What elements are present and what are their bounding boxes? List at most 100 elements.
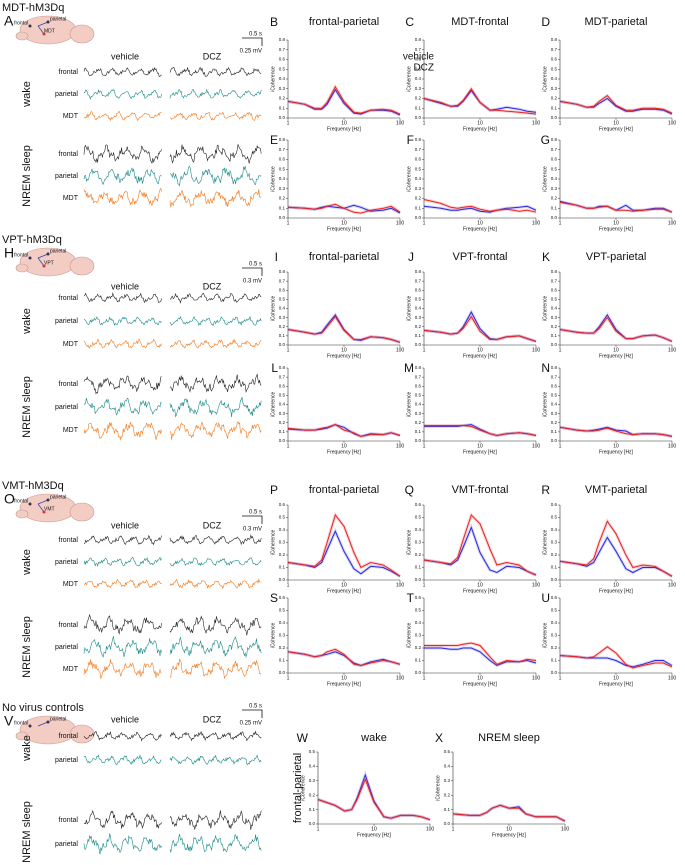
x-tick-label: 100 [532, 120, 541, 126]
channel-label: parietal [55, 841, 78, 848]
eeg-trace [169, 810, 262, 830]
y-tick-label: 0.4 [415, 76, 422, 81]
x-tick-label: 1 [287, 582, 290, 588]
y-tick-label: 0.7 [415, 278, 422, 283]
brain-label: frontal [14, 252, 28, 258]
y-tick-label: 0.4 [551, 620, 558, 625]
coherence-line [287, 85, 401, 115]
coherence-line [423, 514, 537, 576]
y-tick-label: 0.2 [444, 792, 451, 797]
electrode [28, 24, 32, 28]
electrode [28, 502, 32, 506]
eeg-trace [84, 292, 162, 304]
x-tick-label: 100 [532, 347, 541, 353]
scale-bar [242, 37, 263, 46]
channel-label: frontal [59, 817, 79, 824]
x-tick-label: 100 [668, 120, 677, 126]
y-tick-label: 0.5 [279, 166, 286, 171]
y-tick-label: 0.4 [551, 402, 558, 407]
coherence-line [559, 520, 673, 577]
x-tick-label: 10 [613, 347, 619, 353]
eeg-trace [170, 338, 262, 349]
y-tick-label: 0.2 [551, 324, 558, 329]
panel-letter: L [271, 361, 278, 375]
y-tick-label: 0.1 [309, 807, 316, 812]
panel-letter: I [275, 250, 278, 264]
y-tick-label: 0.6 [415, 383, 422, 388]
x-tick-label: 10 [477, 347, 483, 353]
eeg-trace [170, 111, 262, 121]
x-tick-label: 100 [668, 220, 677, 226]
eeg-trace [169, 730, 262, 742]
eeg-trace [169, 397, 262, 418]
x-axis-label: Frequency [Hz] [463, 681, 498, 687]
y-tick-label: 0.1 [551, 565, 558, 570]
x-axis-label: Frequency [Hz] [599, 353, 634, 359]
y-tick-label: 0.3 [415, 186, 422, 191]
coherence-line [423, 526, 537, 576]
y-tick-label: 0.6 [415, 157, 422, 162]
y-tick-label: 0.0 [279, 670, 286, 675]
y-tick-label: 0.7 [551, 278, 558, 283]
x-tick-label: 10 [477, 220, 483, 226]
brain-connection [37, 721, 49, 727]
x-tick-label: 100 [532, 443, 541, 449]
y-tick-label: 0.4 [415, 620, 422, 625]
x-axis-label: Frequency [Hz] [492, 832, 527, 838]
eeg-trace [169, 636, 262, 658]
y-tick-label: 0.8 [551, 37, 558, 42]
panel-letter: X [435, 731, 443, 745]
state-label: NREM sleep [21, 801, 33, 863]
channel-label: parietal [55, 757, 78, 764]
y-tick-label: 0.2 [279, 196, 286, 201]
x-tick-label: 10 [613, 443, 619, 449]
x-tick-label: 1 [423, 120, 426, 126]
channel-label: MDT [63, 113, 79, 120]
panel-letter: E [270, 133, 278, 147]
row-label: frontal-parietal [292, 753, 304, 823]
y-axis-label: iCoherence [270, 295, 276, 321]
x-tick-label: 100 [396, 582, 405, 588]
y-tick-label: 0.1 [444, 807, 451, 812]
y-tick-label: 0.5 [279, 66, 286, 71]
channel-label: parietal [55, 173, 78, 180]
y-tick-label: 0.3 [279, 633, 286, 638]
scale-amplitude: 0.25 mV [240, 49, 262, 55]
y-tick-label: 0.0 [415, 577, 422, 582]
state-label: NREM sleep [21, 376, 33, 438]
y-tick-label: 0.1 [415, 429, 422, 434]
eeg-trace [83, 88, 162, 100]
electrode [28, 724, 32, 728]
y-tick-label: 0.2 [415, 645, 422, 650]
y-tick-label: 0.2 [551, 420, 558, 425]
eeg-trace [83, 635, 162, 658]
y-tick-label: 0.4 [551, 527, 558, 532]
y-tick-label: 0.3 [551, 411, 558, 416]
y-tick-label: 0.7 [415, 47, 422, 52]
brain-label: parietal [50, 248, 66, 254]
state-label: wake [21, 308, 33, 335]
y-tick-label: 0.4 [415, 402, 422, 407]
y-tick-label: 0.0 [415, 215, 422, 220]
y-tick-label: 0.3 [415, 411, 422, 416]
brain-label: VMT [44, 506, 55, 512]
y-tick-label: 0.6 [415, 595, 422, 600]
x-tick-label: 100 [532, 582, 541, 588]
y-tick-label: 0.5 [279, 608, 286, 613]
y-tick-label: 0.0 [551, 670, 558, 675]
y-tick-label: 0.5 [551, 297, 558, 302]
chart-title: VPT-frontal [452, 251, 507, 263]
x-tick-label: 1 [559, 675, 562, 681]
coherence-line [287, 513, 401, 577]
coherence-line [287, 88, 401, 116]
y-tick-label: 0.1 [415, 565, 422, 570]
y-tick-label: 0.4 [279, 527, 286, 532]
x-axis-label: Frequency [Hz] [599, 588, 634, 594]
y-tick-label: 0.4 [279, 306, 286, 311]
scale-amplitude: 0.25 mV [240, 721, 262, 727]
condition-label: DCZ [203, 281, 222, 291]
y-tick-label: 0.8 [551, 365, 558, 370]
y-tick-label: 0.5 [415, 66, 422, 71]
y-tick-label: 0.5 [444, 749, 451, 754]
eeg-trace [83, 613, 162, 635]
